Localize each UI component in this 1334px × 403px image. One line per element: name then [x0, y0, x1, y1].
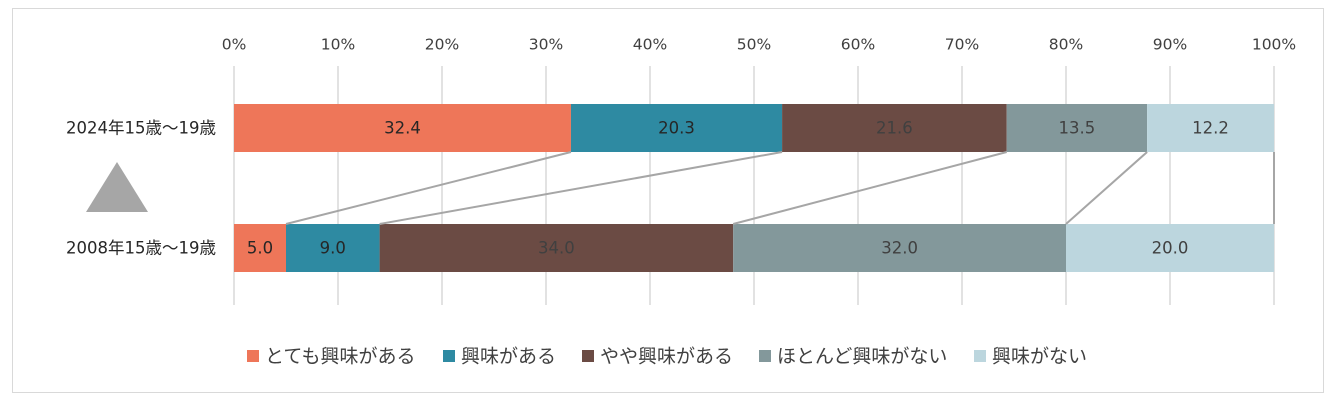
legend-label: とても興味がある [265, 346, 415, 368]
triangle-marker [86, 162, 148, 212]
data-label: 20.3 [658, 119, 695, 138]
legend-label: 興味がない [992, 346, 1087, 368]
x-tick-label: 0% [222, 36, 247, 54]
data-label: 5.0 [247, 239, 273, 258]
x-tick-label: 40% [633, 36, 667, 54]
bar-segment [286, 224, 380, 272]
connector-line [732, 151, 1007, 225]
x-tick-label: 90% [1153, 36, 1187, 54]
connector-line [1065, 151, 1148, 225]
data-label: 13.5 [1059, 119, 1096, 138]
x-tick-label: 60% [841, 36, 875, 54]
connector-line [285, 151, 572, 225]
legend-swatch [247, 350, 259, 362]
data-label: 32.0 [881, 239, 918, 258]
x-tick-label: 80% [1049, 36, 1083, 54]
x-tick-label: 10% [321, 36, 355, 54]
chart-frame [12, 8, 1324, 393]
legend-label: 興味がある [461, 346, 556, 368]
data-label: 34.0 [538, 239, 575, 258]
x-tick-label: 100% [1252, 36, 1296, 54]
legend-swatch [582, 350, 594, 362]
bar-segment [733, 224, 1066, 272]
data-label: 21.6 [876, 119, 913, 138]
bar-segment [379, 224, 734, 272]
data-label: 12.2 [1192, 119, 1229, 138]
connector-line [379, 151, 783, 225]
bar-segment [782, 104, 1007, 152]
bar-segment [234, 224, 286, 272]
x-tick-label: 20% [425, 36, 459, 54]
legend-swatch [974, 350, 986, 362]
bar-segment [1006, 104, 1148, 152]
legend-label: やや興味がある [600, 346, 733, 368]
category-label: 2008年15歳〜19歳 [66, 239, 216, 258]
legend-label: ほとんど興味がない [777, 346, 947, 368]
category-label: 2024年15歳〜19歳 [66, 119, 216, 138]
x-tick-label: 70% [945, 36, 979, 54]
x-tick-label: 30% [529, 36, 563, 54]
data-label: 32.4 [384, 119, 421, 138]
data-label: 20.0 [1152, 239, 1189, 258]
bar-segment [570, 104, 783, 152]
legend-swatch [759, 350, 771, 362]
x-tick-label: 50% [737, 36, 771, 54]
data-label: 9.0 [320, 239, 346, 258]
bar-segment [1147, 104, 1274, 152]
bar-segment [1066, 224, 1274, 272]
legend-swatch [443, 350, 455, 362]
bar-segment [234, 104, 571, 152]
